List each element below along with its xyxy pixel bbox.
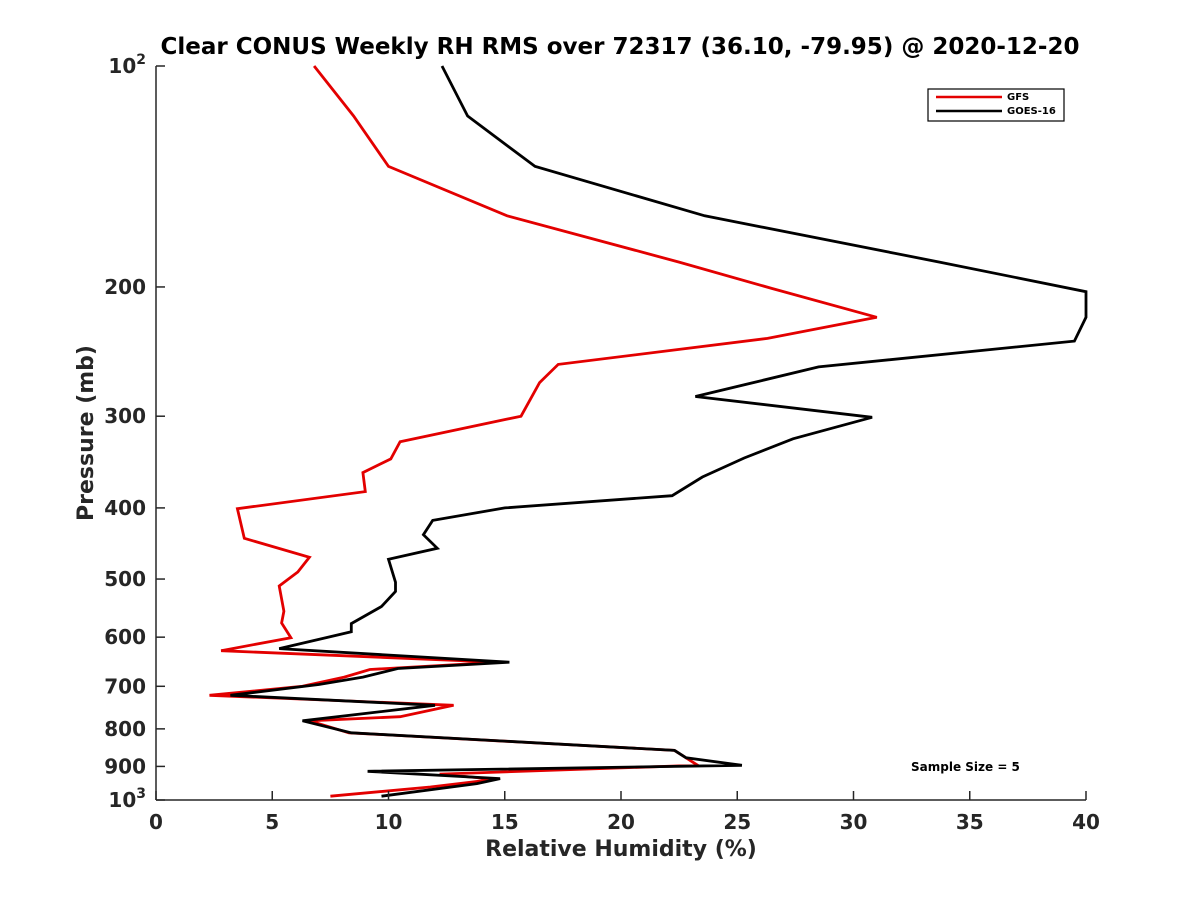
- y-tick-label: 600: [104, 625, 146, 649]
- y-axis-ticks: 102 200 300 400 500 600 700 800 900 103: [104, 52, 165, 812]
- y-tick-label: 400: [104, 496, 146, 520]
- x-tick-label: 0: [149, 810, 163, 834]
- plot-background: [156, 66, 1086, 800]
- x-tick-label: 25: [723, 810, 751, 834]
- y-tick-label: 102: [108, 52, 146, 78]
- x-tick-label: 15: [491, 810, 519, 834]
- x-tick-label: 35: [956, 810, 984, 834]
- y-tick-label: 500: [104, 567, 146, 591]
- chart-title: Clear CONUS Weekly RH RMS over 72317 (36…: [161, 34, 1080, 60]
- x-tick-label: 30: [840, 810, 868, 834]
- sample-size-annotation: Sample Size = 5: [911, 760, 1020, 774]
- x-axis-label: Relative Humidity (%): [485, 837, 757, 862]
- y-tick-label: 103: [108, 786, 146, 812]
- y-tick-label: 700: [104, 674, 146, 698]
- x-axis-ticks: 0 5 10 15 20 25 30 35 40: [149, 791, 1100, 834]
- y-tick-label: 200: [104, 275, 146, 299]
- y-tick-label: 800: [104, 717, 146, 741]
- y-axis-label: Pressure (mb): [74, 345, 99, 521]
- legend-label-gfs: GFS: [1007, 92, 1029, 103]
- legend-box: [927, 88, 1065, 122]
- y-tick-label: 300: [104, 404, 146, 428]
- x-tick-label: 40: [1072, 810, 1100, 834]
- x-tick-label: 10: [375, 810, 403, 834]
- x-tick-label: 20: [607, 810, 635, 834]
- y-tick-label: 900: [104, 754, 146, 778]
- legend-label-goes16: GOES-16: [1007, 106, 1056, 117]
- x-tick-label: 5: [265, 810, 279, 834]
- plot-area: [155, 65, 1088, 801]
- series-layer: [209, 65, 1088, 798]
- series-line-goes16: [230, 65, 1088, 798]
- legend: GFS GOES-16: [927, 88, 1065, 122]
